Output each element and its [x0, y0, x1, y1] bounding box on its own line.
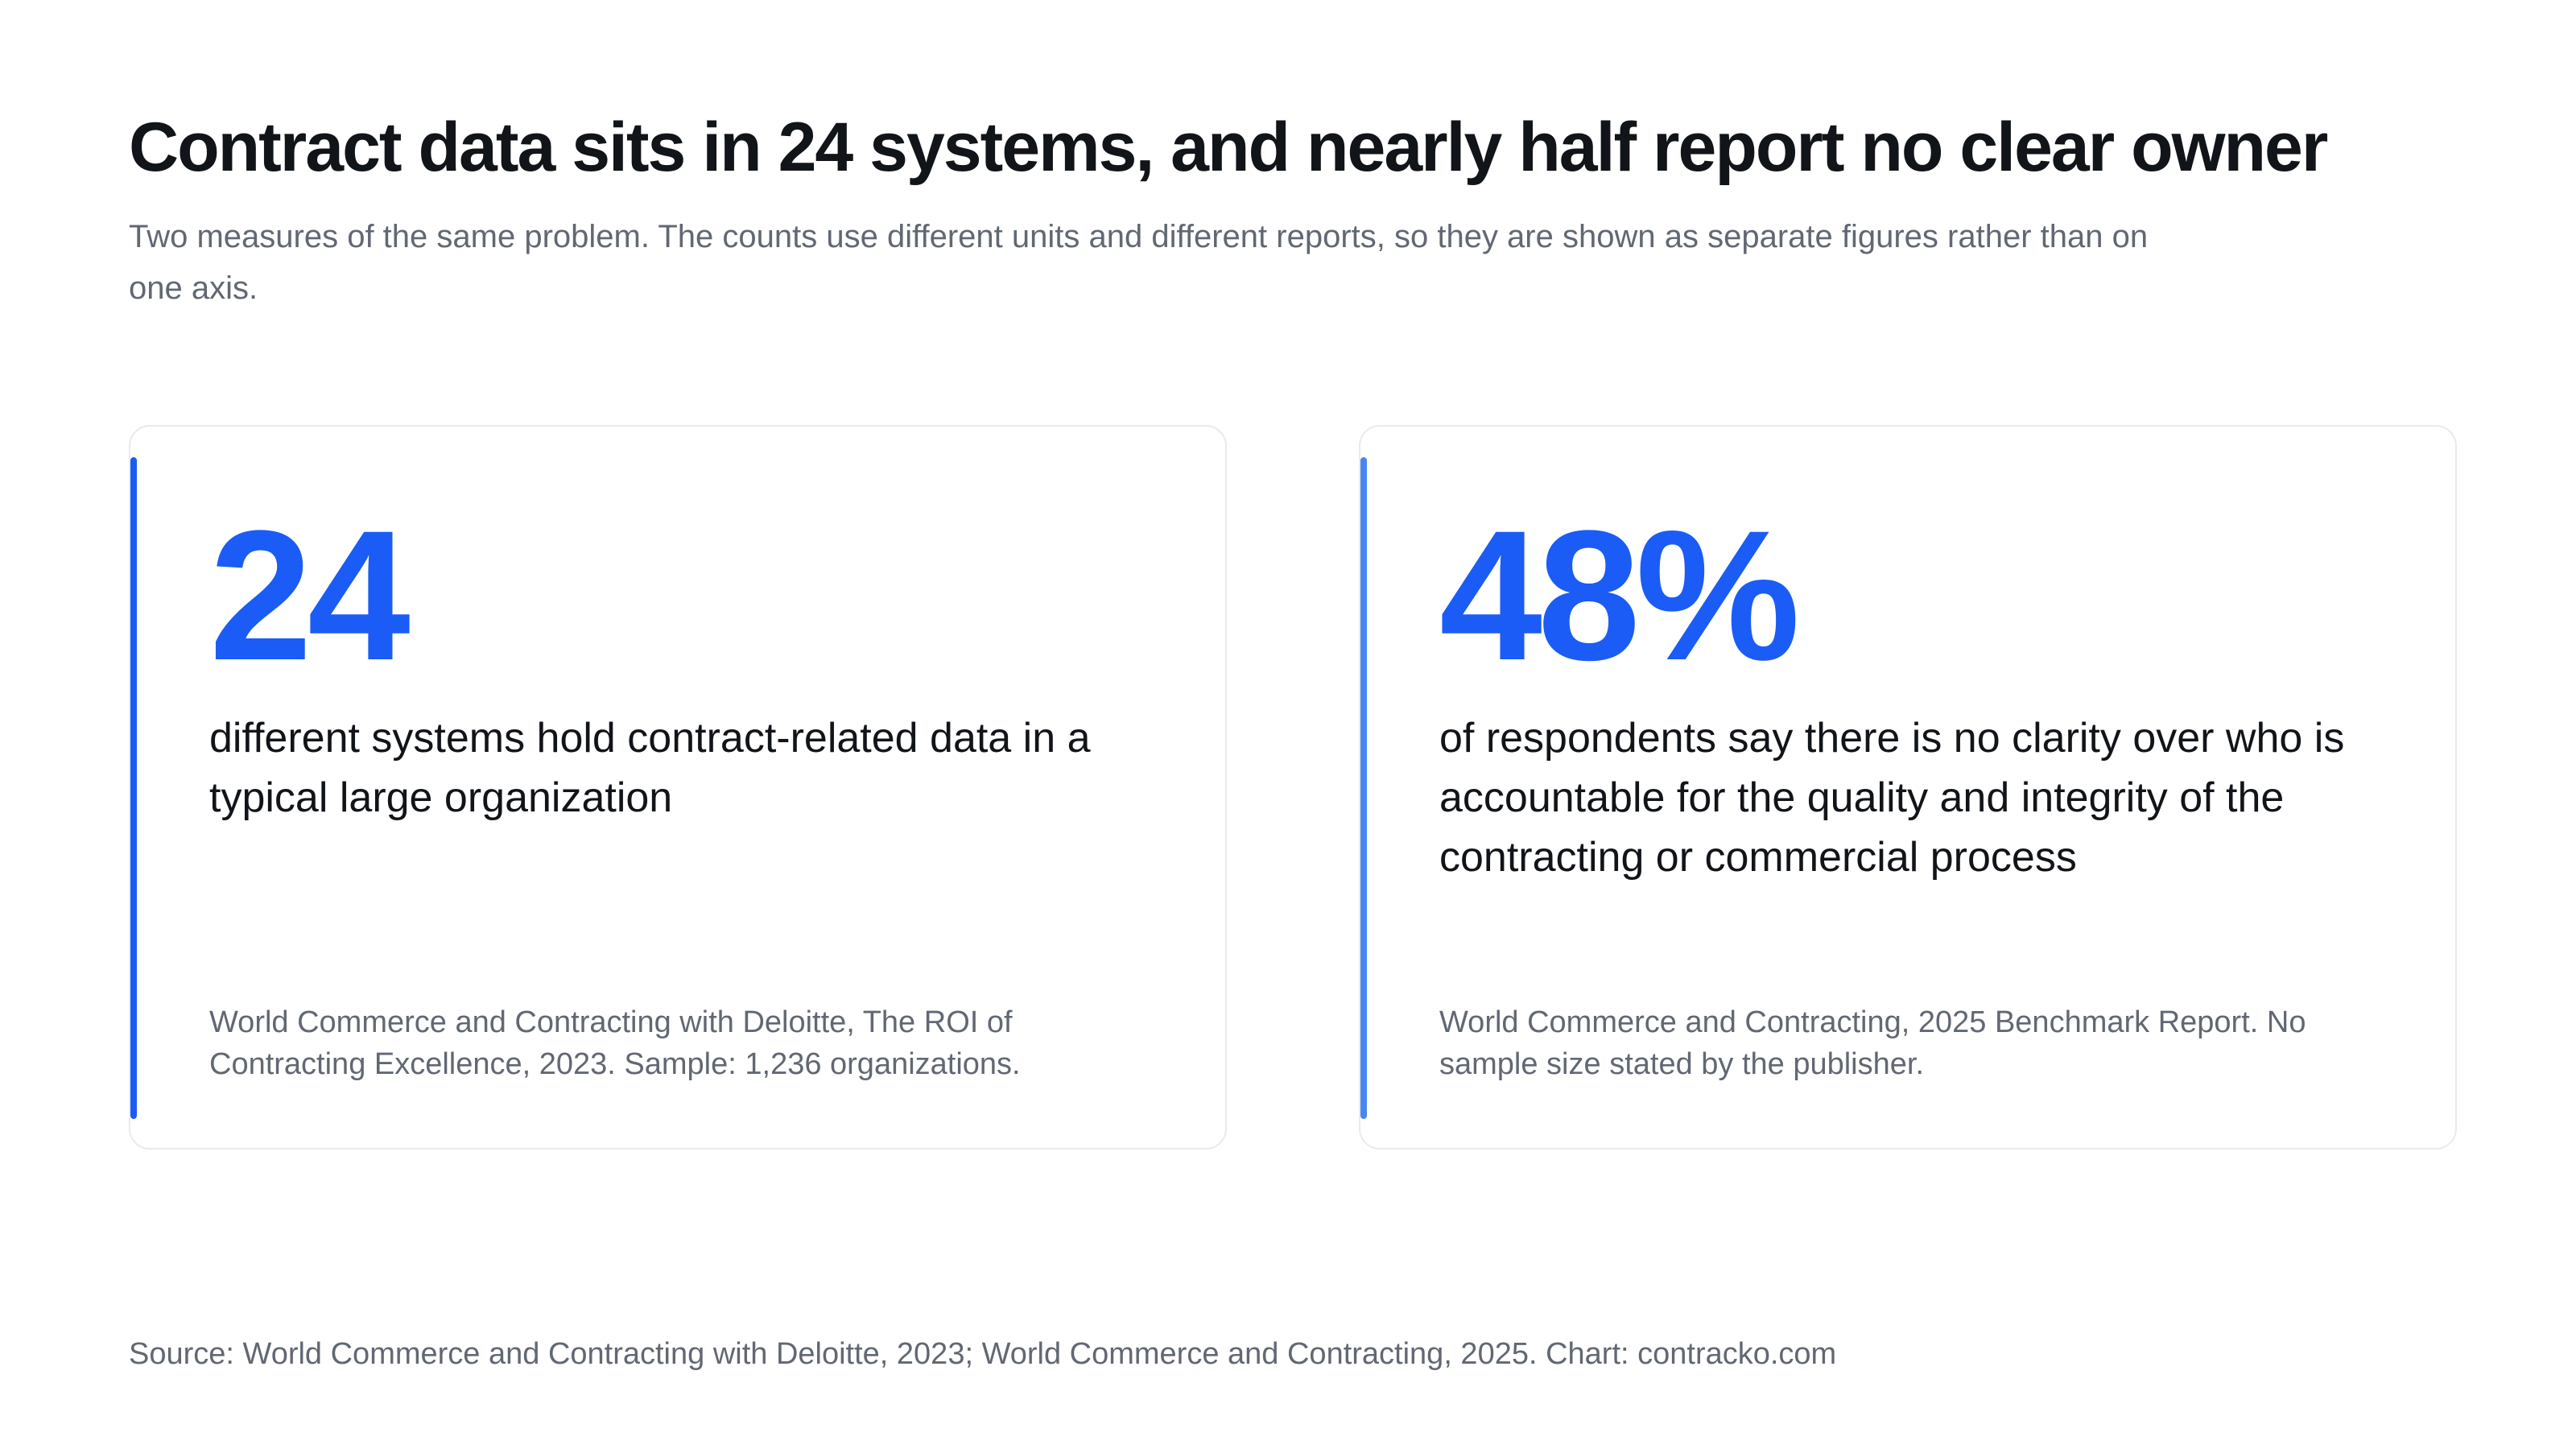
stat-value: 24	[209, 492, 411, 699]
page-title: Contract data sits in 24 systems, and ne…	[129, 109, 2328, 186]
stat-source: World Commerce and Contracting with Delo…	[209, 1005, 1021, 1081]
card-accent-bar	[1360, 457, 1367, 1119]
footer-source: Source: World Commerce and Contracting w…	[129, 1337, 1837, 1371]
stat-description: different systems hold contract-related …	[209, 715, 1091, 821]
page-subtitle: Two measures of the same problem. The co…	[129, 219, 2149, 306]
stat-card-systems: 24 different systems hold contract-relat…	[129, 425, 1227, 1150]
stat-description: of respondents say there is no clarity o…	[1439, 715, 2345, 881]
card-accent-bar	[130, 457, 137, 1119]
stat-source: World Commerce and Contracting, 2025 Ben…	[1439, 1005, 2306, 1081]
stat-value: 48%	[1439, 492, 1800, 699]
stat-card-accountability: 48% of respondents say there is no clari…	[1359, 425, 2457, 1150]
